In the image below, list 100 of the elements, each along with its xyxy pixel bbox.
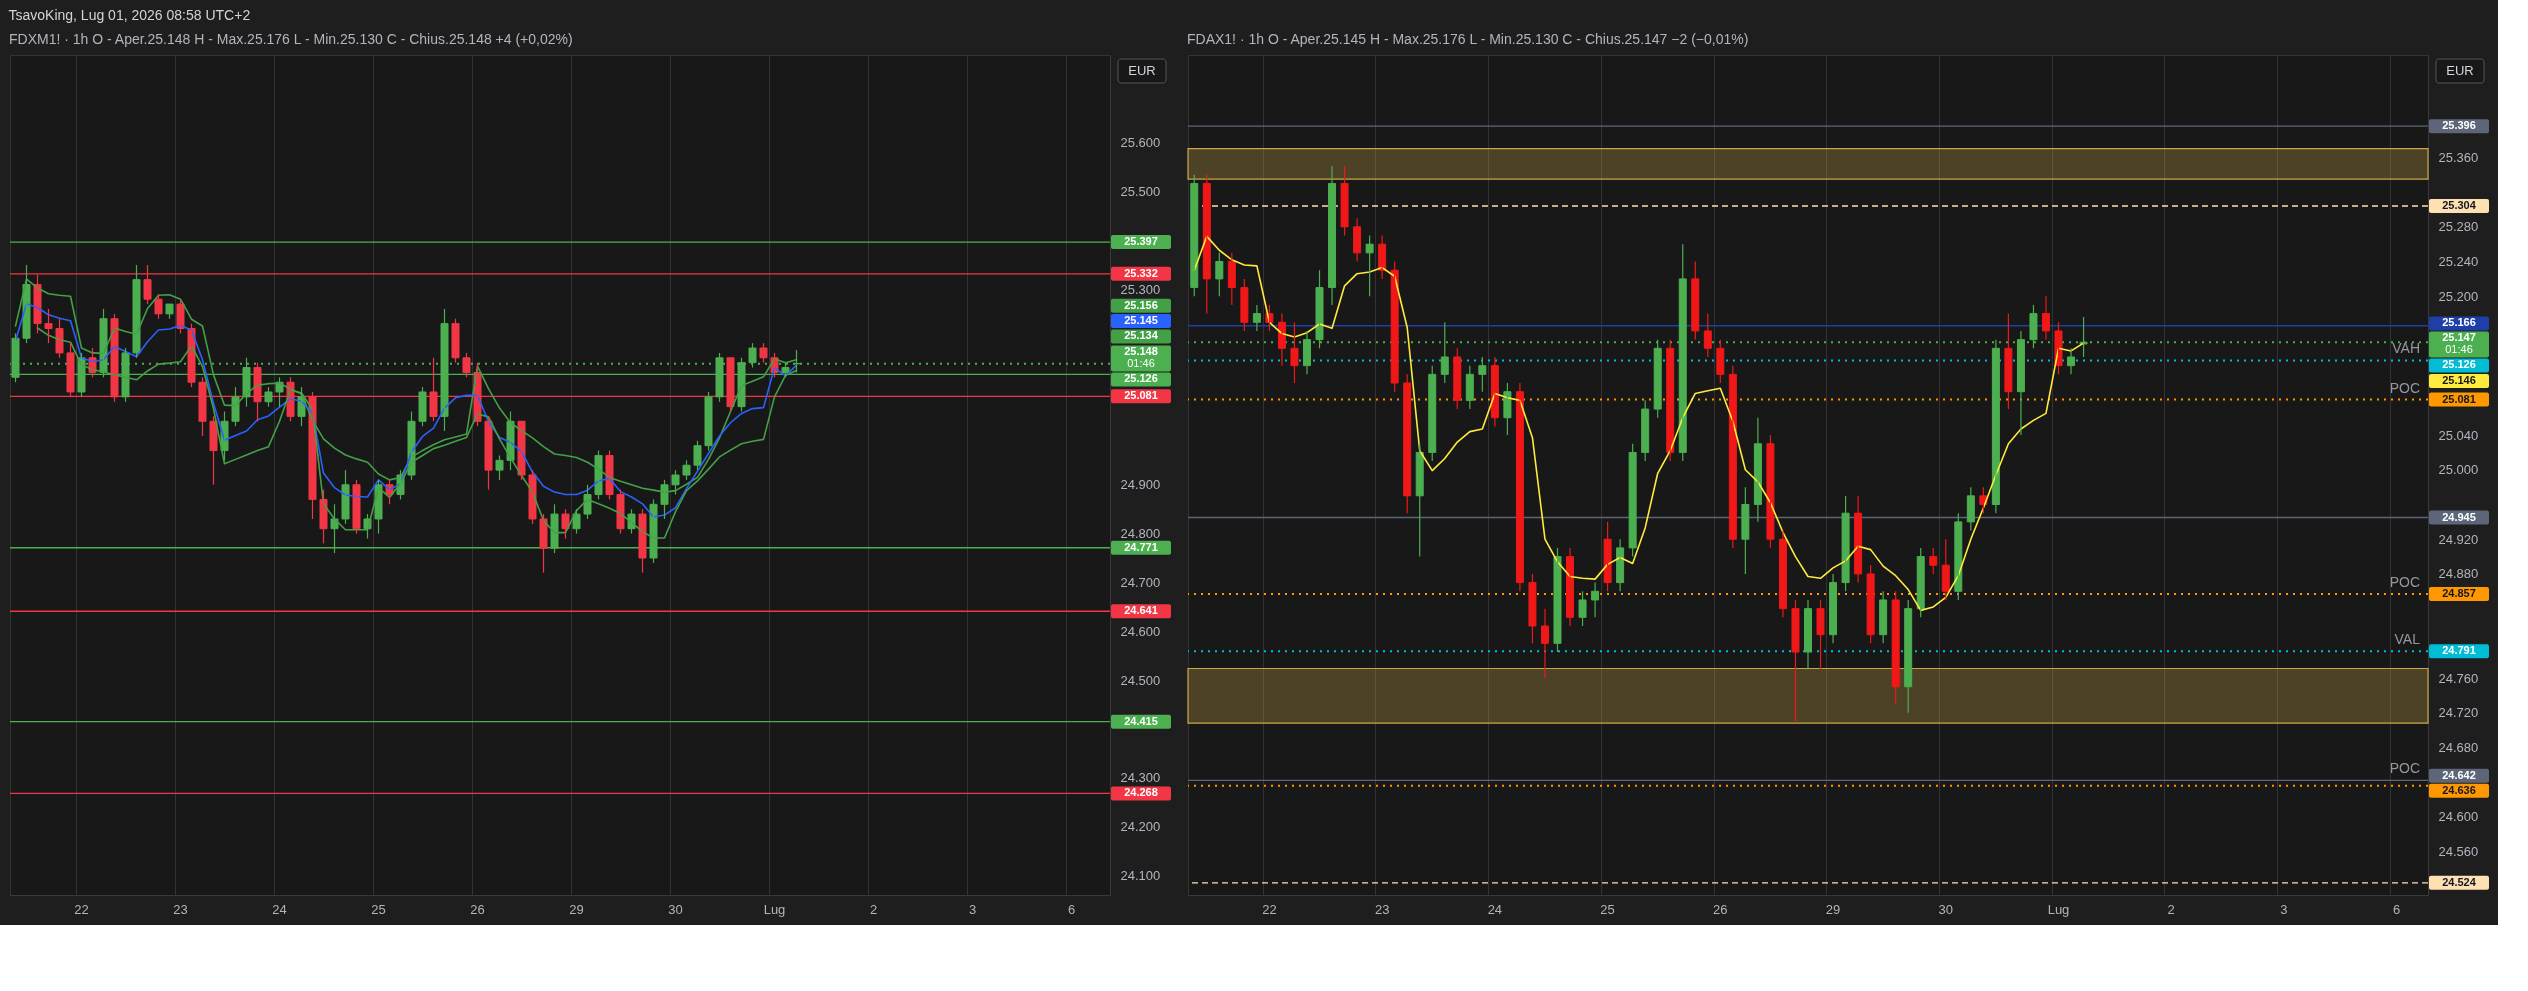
y-tick-label: 25.600: [1120, 135, 1161, 151]
x-tick-label: 24: [272, 901, 287, 917]
y-tick-label: 24.800: [1120, 526, 1161, 542]
candlestick: [55, 318, 64, 359]
candlestick: [594, 449, 603, 501]
y-tick-label: 25.240: [2438, 254, 2479, 270]
y-tick-label: 24.680: [2438, 739, 2479, 755]
x-tick-label: 3: [968, 901, 977, 917]
ref-line-label: 24.945: [2442, 510, 2476, 523]
annotation: POC: [2389, 573, 2420, 590]
y-tick-label: 24.600: [2438, 809, 2479, 825]
ref-line-label: 25.081: [2442, 392, 2476, 405]
candlestick: [638, 508, 647, 574]
ref-line-label: 25.396: [2442, 119, 2476, 132]
x-tick-label: 25: [1600, 901, 1615, 917]
text: 25.145: [1124, 314, 1158, 327]
candlestick: [627, 508, 636, 535]
ref-line-label: 25.304: [2442, 198, 2477, 211]
y-tick-label: 24.100: [1120, 867, 1161, 883]
candlestick: [1240, 278, 1249, 332]
candlestick: [682, 459, 691, 481]
candlestick: [1603, 521, 1612, 592]
y-tick-label: 24.600: [1120, 623, 1161, 639]
annotation: VAH: [2392, 340, 2420, 357]
y-tick-label: 24.500: [1120, 672, 1161, 688]
annotation: POC: [2389, 379, 2420, 396]
line-series: [14, 303, 798, 518]
candlestick: [1365, 234, 1374, 297]
candlestick: [1553, 547, 1562, 653]
x-tick-label: 6: [1067, 901, 1076, 917]
ref-line-label: 24.636: [2442, 783, 2476, 796]
ref-line-label: 25.126: [1124, 372, 1158, 385]
candlestick: [44, 308, 53, 344]
text: 25.146: [2442, 374, 2476, 387]
annotation: POC: [2389, 760, 2420, 777]
candlestick: [528, 469, 537, 525]
candlestick: [561, 508, 570, 540]
candlestick: [264, 386, 273, 408]
candlestick: [671, 469, 680, 496]
ref-line-label: 25.126: [2442, 358, 2476, 371]
ref-line-label: 25.166: [2442, 316, 2476, 329]
text: EUR: [1128, 63, 1156, 78]
candlestick: [154, 293, 163, 320]
candlestick: [231, 386, 240, 427]
y-tick-label: 25.500: [1120, 184, 1161, 200]
ref-line-label: 25.081: [1124, 389, 1158, 402]
candlestick: [1528, 573, 1537, 644]
chart-title: FDAX1! · 1h O - Aper.25.145 H - Max.25.176 L - Min.25.130 C - Chius.25.147 −2 (−0,01%): [1187, 31, 1749, 47]
text: 25.134: [1124, 329, 1159, 342]
candlestick: [2004, 313, 2013, 410]
candlestick: [176, 298, 185, 334]
y-tick-label: 24.720: [2438, 705, 2479, 721]
candlestick: [484, 415, 493, 491]
candlestick: [1703, 313, 1712, 358]
candlestick: [759, 342, 768, 364]
text: TsavoKing, Lug 01, 2026 08:58 UTC+2: [8, 6, 251, 23]
y-tick-label: 24.700: [1120, 574, 1161, 590]
candlestick: [418, 386, 427, 427]
candlestick: [187, 323, 196, 388]
x-tick-label: 29: [569, 901, 584, 917]
y-tick-label: 25.280: [2438, 219, 2479, 235]
candlestick: [462, 352, 471, 378]
x-tick-label: 22: [74, 901, 89, 917]
candlestick: [539, 513, 548, 574]
x-tick-label: 3: [2280, 901, 2288, 917]
ref-line-label: 25.147 01:46: [2442, 331, 2476, 356]
x-tick-label: Lug: [2047, 901, 2070, 917]
annotation: VAL: [2394, 631, 2421, 648]
x-tick-label: 23: [1374, 901, 1390, 917]
candlestick: [451, 318, 460, 364]
y-tick-label: 25.300: [1120, 281, 1161, 297]
y-tick-label: 24.920: [2438, 531, 2479, 547]
x-tick-label: 26: [1713, 901, 1728, 917]
y-tick-label: 25.040: [2438, 427, 2479, 443]
text: 25.156: [1124, 298, 1158, 311]
candlestick: [1766, 434, 1775, 549]
x-tick-label: 2: [869, 901, 878, 917]
candlestick: [1841, 495, 1850, 592]
ref-line-label: 24.791: [2442, 644, 2476, 657]
ref-line-label: 25.397: [1124, 235, 1158, 248]
x-tick-label: 30: [668, 901, 683, 917]
candlestick: [1215, 252, 1224, 297]
text: EUR: [2446, 63, 2474, 78]
ref-line-label: 24.857: [2442, 586, 2476, 599]
candlestick: [583, 484, 592, 520]
ref-line-label: 25.148 01:46: [1124, 345, 1158, 370]
candlestick: [1791, 599, 1800, 723]
candlestick: [1966, 486, 1975, 532]
candlestick: [2054, 321, 2063, 375]
x-tick-label: 25: [371, 901, 386, 917]
y-tick-label: 24.760: [2438, 670, 2479, 686]
candlestick: [1866, 564, 1875, 644]
x-tick-label: 24: [1487, 901, 1503, 917]
ref-line-label: 24.415: [1124, 714, 1158, 727]
candlestick: [341, 469, 350, 525]
candlestick: [132, 264, 141, 359]
candlestick: [1290, 321, 1299, 384]
candlestick: [693, 440, 702, 471]
ref-line-label: 24.641: [1124, 604, 1158, 617]
y-tick-label: 25.200: [2438, 288, 2479, 304]
